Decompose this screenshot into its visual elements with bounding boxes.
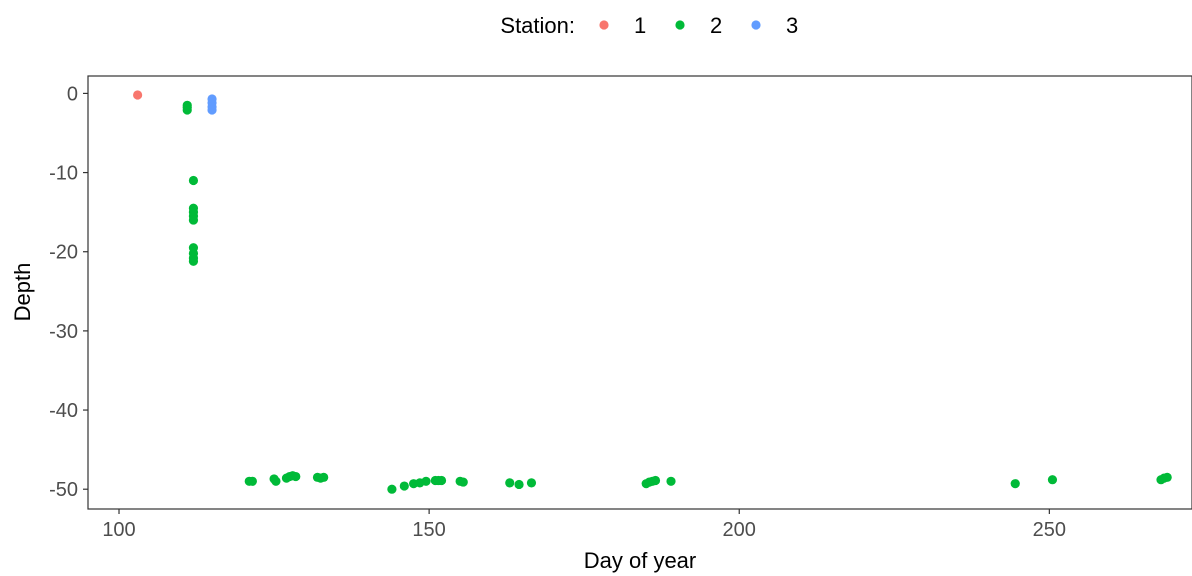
data-point-station-2 — [387, 484, 397, 494]
data-point-station-2 — [1047, 475, 1058, 485]
data-point-station-2 — [650, 475, 661, 486]
data-point-station-2 — [421, 476, 431, 486]
legend-label-3: 3 — [786, 13, 798, 38]
legend-key-1 — [599, 20, 609, 30]
x-tick-label: 100 — [102, 519, 135, 541]
legend-label-1: 1 — [634, 13, 646, 38]
legend-title: Station: — [500, 13, 575, 38]
data-point-station-3 — [207, 105, 217, 115]
legend-key-3 — [751, 20, 761, 30]
data-point-station-2 — [1010, 479, 1020, 489]
data-point-station-2 — [1162, 472, 1172, 482]
data-point-station-2 — [247, 476, 257, 486]
y-tick-label: -30 — [49, 321, 78, 343]
y-tick-label: 0 — [67, 83, 78, 105]
x-axis: 100 150 200 250 — [102, 509, 1066, 541]
data-point-station-2 — [666, 476, 676, 486]
data-point-station-2 — [188, 215, 199, 225]
legend-key-2 — [675, 20, 685, 30]
y-axis-title: Depth — [10, 263, 35, 322]
data-point-station-2 — [399, 481, 409, 491]
data-point-station-1 — [133, 90, 143, 100]
legend-label-2: 2 — [710, 13, 722, 38]
data-point-station-2 — [188, 256, 199, 266]
y-tick-label: -50 — [49, 479, 78, 501]
legend: Station: 1 2 3 — [500, 13, 798, 38]
plot-panel — [87, 75, 1192, 510]
data-point-station-2 — [291, 471, 301, 482]
data-point-station-2 — [271, 476, 281, 486]
data-point-station-2 — [319, 472, 329, 482]
data-point-station-2 — [458, 477, 468, 487]
y-tick-label: -40 — [49, 400, 78, 422]
data-point-station-2 — [514, 479, 524, 490]
y-tick-label: -10 — [49, 163, 78, 185]
x-axis-title: Day of year — [584, 548, 697, 573]
data-point-station-2 — [436, 475, 447, 486]
data-point-station-2 — [182, 105, 192, 115]
y-tick-label: -20 — [49, 242, 78, 264]
data-point-station-2 — [526, 478, 537, 488]
y-axis: 0 -10 -20 -30 -40 -50 — [49, 83, 88, 501]
data-point-station-2 — [505, 478, 515, 488]
data-point-station-2 — [188, 175, 199, 186]
x-tick-label: 200 — [723, 519, 756, 541]
data-points — [133, 90, 1172, 494]
x-tick-label: 250 — [1033, 519, 1066, 541]
x-tick-label: 150 — [412, 519, 445, 541]
